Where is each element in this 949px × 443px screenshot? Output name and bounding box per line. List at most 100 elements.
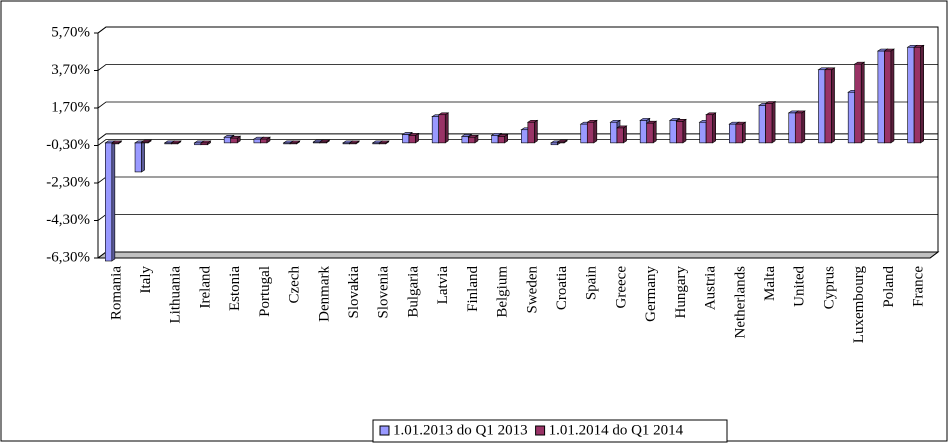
bar <box>378 140 390 145</box>
bar-side <box>771 100 776 144</box>
bar-front <box>854 63 862 144</box>
bar-front <box>646 122 654 144</box>
bar <box>134 140 146 173</box>
bar-front <box>788 112 796 144</box>
y-tick-label: -4,30% <box>46 212 90 228</box>
legend-box <box>372 419 728 443</box>
x-tick-label: Cyprus <box>821 266 837 310</box>
bar-top <box>467 134 479 138</box>
bar-front <box>223 136 232 144</box>
bar-front <box>230 137 238 144</box>
bar-top <box>437 112 450 116</box>
bar-top <box>639 118 651 121</box>
bar-top <box>460 134 473 137</box>
x-tick-label: Netherlands <box>732 266 748 339</box>
bar-top <box>824 67 836 71</box>
bar-front <box>676 121 684 144</box>
bar-side <box>831 67 835 144</box>
x-tick-label: Luxembourg <box>851 266 867 344</box>
x-tick-label: United <box>792 266 808 307</box>
bar-front <box>491 135 499 144</box>
bar-top <box>490 133 503 136</box>
bar <box>853 61 866 144</box>
bar <box>467 134 479 144</box>
bar-front <box>877 50 885 144</box>
bar-front <box>610 121 618 144</box>
bar-front <box>818 69 826 144</box>
bar-front <box>794 112 803 144</box>
x-tick-label: Austria <box>703 266 719 311</box>
bar-side <box>801 110 806 144</box>
bar-top <box>853 61 866 65</box>
bar <box>289 140 301 145</box>
bar-top <box>110 140 123 144</box>
zero-line <box>97 133 938 141</box>
bar <box>259 136 271 144</box>
bar <box>675 118 687 144</box>
legend: 1.01.2013 do Q1 2013 1.01.2014 do Q1 2014 <box>372 419 728 443</box>
bar-front <box>824 69 832 144</box>
bar-top <box>609 119 621 123</box>
x-tick-label: Portugal <box>257 266 273 317</box>
bar <box>645 120 658 144</box>
bar-top <box>668 118 681 121</box>
bar-side <box>682 118 687 144</box>
bar-front <box>468 136 476 144</box>
bar-top <box>616 125 628 129</box>
y-tick-label: 5,70% <box>51 24 90 40</box>
bar <box>586 119 598 144</box>
x-tick-label: Czech <box>287 266 303 304</box>
bar-front <box>134 142 142 173</box>
bar-side <box>534 119 538 144</box>
bar-top <box>348 140 361 144</box>
bar <box>110 140 123 145</box>
bar-front <box>497 136 505 144</box>
bar-top <box>259 136 271 140</box>
x-tick-label: Lithuania <box>168 266 184 324</box>
x-tick-label: Croatia <box>554 266 570 310</box>
x-tick-label: Latvia <box>435 266 451 305</box>
bar <box>734 121 747 144</box>
bar <box>913 44 925 144</box>
legend-swatch <box>379 425 390 436</box>
bar-side <box>444 112 449 144</box>
x-tick-label: Estonia <box>227 266 243 311</box>
bar-side <box>141 140 145 173</box>
x-tick-label: Germany <box>643 266 659 322</box>
x-tick-label: Poland <box>881 266 897 308</box>
bar <box>497 133 509 144</box>
bar <box>437 112 450 144</box>
plot-floor <box>96 251 940 259</box>
y-tick-label: -0,30% <box>46 137 90 153</box>
bar-top <box>556 139 569 143</box>
bar-side <box>890 48 895 144</box>
bar <box>318 139 331 144</box>
bar-front <box>260 138 268 144</box>
y-tick-label: 3,70% <box>51 62 90 78</box>
bar-top <box>645 120 658 124</box>
bar-front <box>907 46 915 144</box>
x-tick-label: Spain <box>584 266 600 301</box>
bar-front <box>527 121 535 144</box>
x-tick-label: Sweden <box>524 266 540 314</box>
bar <box>229 135 242 144</box>
bar-front <box>758 105 766 144</box>
bar-front <box>431 116 440 144</box>
bar-front <box>616 127 624 144</box>
bar <box>104 140 116 262</box>
bar <box>824 67 836 144</box>
bar-top <box>734 121 747 125</box>
bar-side <box>652 120 657 144</box>
bar <box>140 139 153 144</box>
bar-front <box>639 120 648 144</box>
bar <box>705 112 717 144</box>
bar-top <box>318 139 331 143</box>
bar-top <box>526 119 539 123</box>
bar <box>794 110 806 144</box>
x-tick-label: Slovakia <box>346 266 362 319</box>
x-tick-label: Italy <box>138 266 154 294</box>
bar-top <box>913 44 925 48</box>
bar-side <box>111 140 116 262</box>
y-tick-label: -6,30% <box>46 249 90 265</box>
bar-front <box>669 120 677 144</box>
